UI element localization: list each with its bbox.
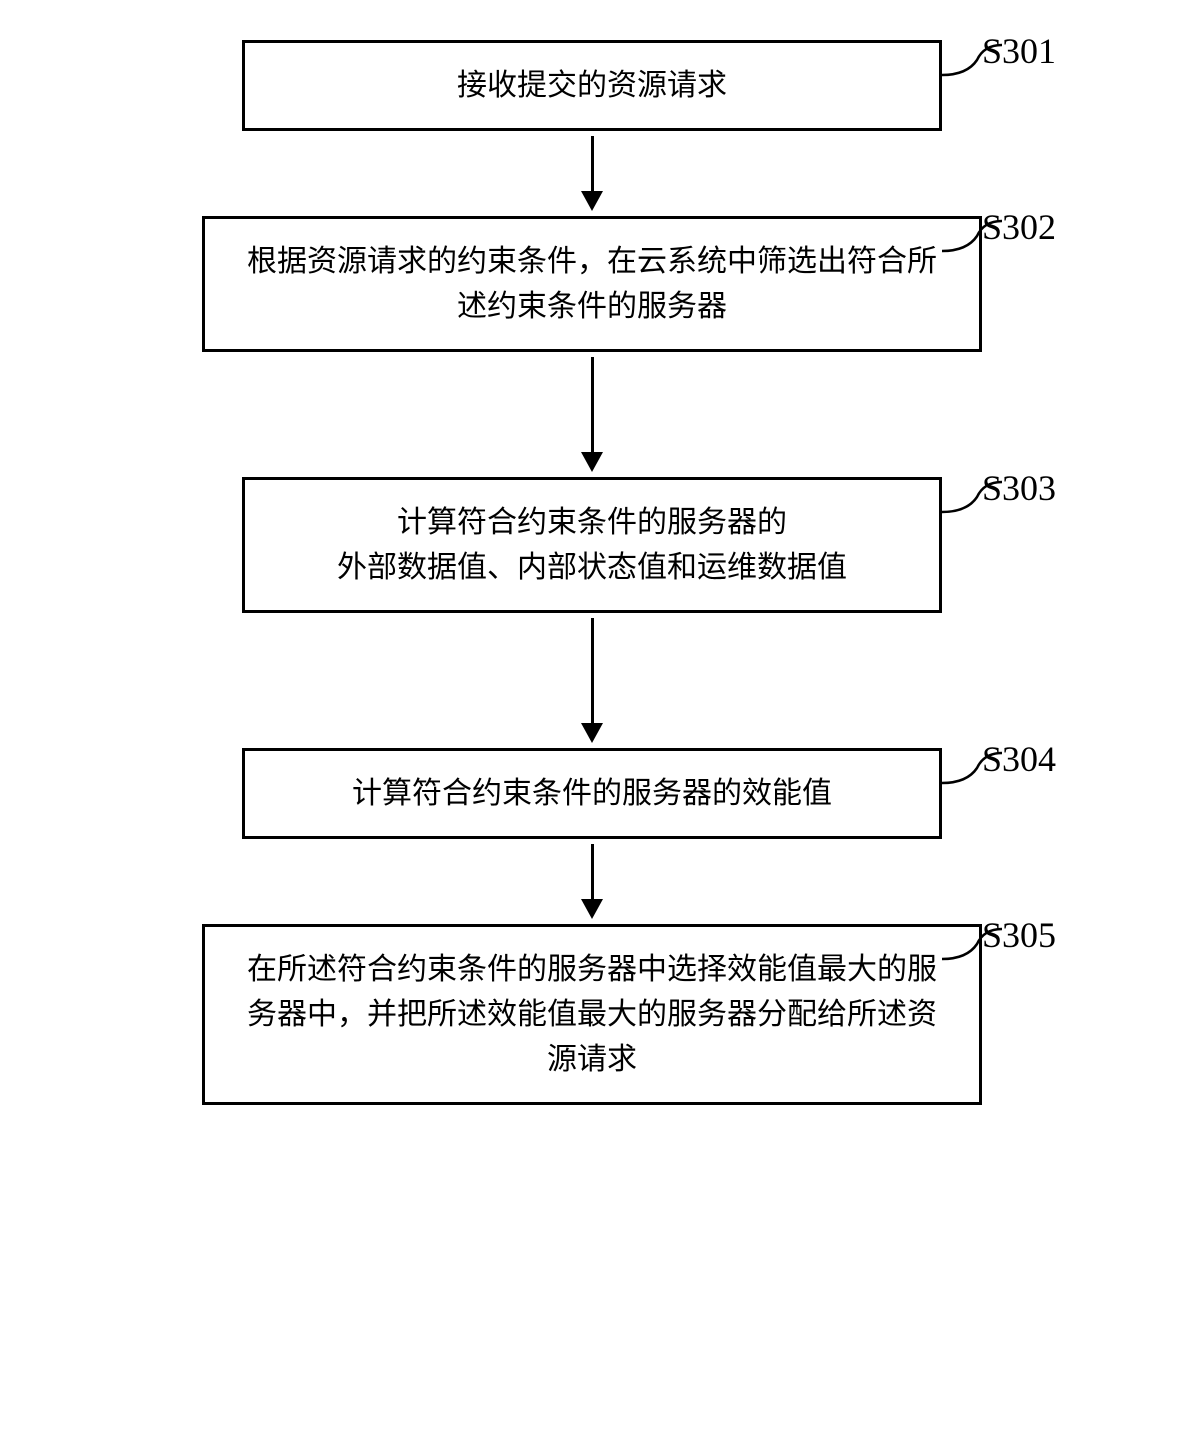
arrow-2 [581,357,603,472]
step-box-s301: 接收提交的资源请求 [242,40,942,131]
arrow-line [591,357,594,452]
step-row-3: 计算符合约束条件的服务器的 外部数据值、内部状态值和运维数据值 S303 [42,477,1142,613]
step-box-s303: 计算符合约束条件的服务器的 外部数据值、内部状态值和运维数据值 [242,477,942,613]
arrow-head-icon [581,191,603,211]
arrow-line [591,136,594,191]
step-text: 根据资源请求的约束条件，在云系统中筛选出符合所述约束条件的服务器 [247,245,937,323]
step-text: 计算符合约束条件的服务器的 外部数据值、内部状态值和运维数据值 [337,506,847,584]
arrow-head-icon [581,723,603,743]
arrow-head-icon [581,899,603,919]
step-row-1: 接收提交的资源请求 S301 [42,40,1142,131]
step-box-s302: 根据资源请求的约束条件，在云系统中筛选出符合所述约束条件的服务器 [202,216,982,352]
step-text: 接收提交的资源请求 [457,69,727,102]
step-row-5: 在所述符合约束条件的服务器中选择效能值最大的服务器中，并把所述效能值最大的服务器… [42,924,1142,1105]
step-label-s303: S303 [982,467,1056,509]
step-label-s301: S301 [982,30,1056,72]
arrow-line [591,618,594,723]
step-text: 在所述符合约束条件的服务器中选择效能值最大的服务器中，并把所述效能值最大的服务器… [247,953,937,1076]
step-row-2: 根据资源请求的约束条件，在云系统中筛选出符合所述约束条件的服务器 S302 [42,216,1142,352]
flowchart-container: 接收提交的资源请求 S301 根据资源请求的约束条件，在云系统中筛选出符合所述约… [42,40,1142,1105]
step-text: 计算符合约束条件的服务器的效能值 [352,777,832,810]
arrow-1 [581,136,603,211]
step-label-s305: S305 [982,914,1056,956]
step-box-s304: 计算符合约束条件的服务器的效能值 [242,748,942,839]
arrow-head-icon [581,452,603,472]
step-row-4: 计算符合约束条件的服务器的效能值 S304 [42,748,1142,839]
arrow-line [591,844,594,899]
step-label-s302: S302 [982,206,1056,248]
step-label-s304: S304 [982,738,1056,780]
step-box-s305: 在所述符合约束条件的服务器中选择效能值最大的服务器中，并把所述效能值最大的服务器… [202,924,982,1105]
arrow-4 [581,844,603,919]
arrow-3 [581,618,603,743]
